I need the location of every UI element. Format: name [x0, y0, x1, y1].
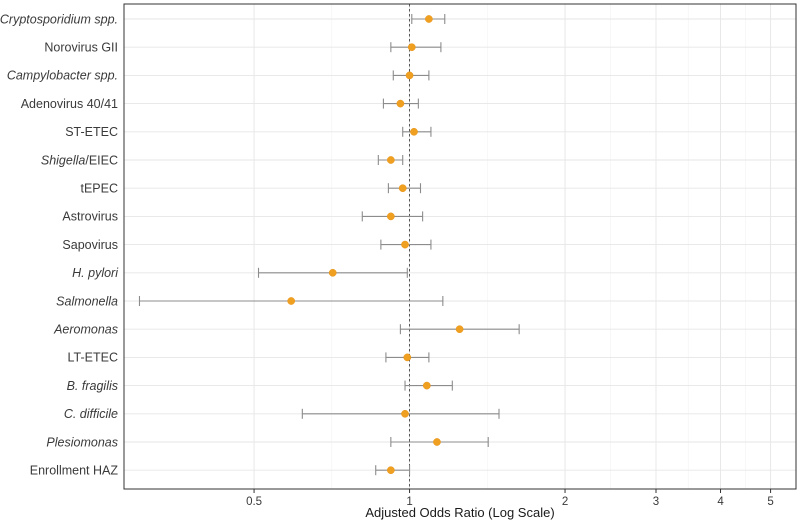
- category-label-plain: ST-ETEC: [65, 125, 118, 139]
- category-label-italic: H. pylori: [72, 266, 119, 280]
- point-estimate: [396, 99, 405, 108]
- category-label: Cryptosporidium spp.: [0, 12, 118, 26]
- point-estimate: [328, 268, 337, 277]
- category-label-italic: Salmonella: [56, 294, 118, 308]
- point-estimate: [287, 297, 296, 305]
- category-label: B. fragilis: [67, 379, 118, 393]
- category-label: H. pylori: [72, 266, 119, 280]
- category-label: Sapovirus: [62, 238, 118, 252]
- x-axis-ticks: 0.5 1 2 3 4 5: [246, 489, 774, 508]
- category-label: tEPEC: [80, 182, 118, 196]
- category-label-plain: Adenovirus 40/41: [21, 97, 118, 111]
- category-label: LT-ETEC: [68, 351, 118, 365]
- x-tick-label: 0.5: [246, 496, 262, 508]
- category-label-italic: C. difficile: [64, 407, 118, 421]
- point-estimate: [407, 43, 416, 52]
- category-label-italic: B. fragilis: [67, 379, 118, 393]
- point-estimate: [405, 71, 414, 80]
- category-label-plain: LT-ETEC: [68, 351, 118, 365]
- category-label: ST-ETEC: [65, 125, 118, 139]
- category-label: Adenovirus 40/41: [21, 97, 118, 111]
- point-estimate: [386, 466, 395, 475]
- point-estimate: [401, 240, 409, 249]
- x-tick-label: 4: [717, 496, 724, 508]
- point-estimate: [386, 156, 395, 164]
- x-axis-title: Adjusted Odds Ratio (Log Scale): [365, 505, 554, 520]
- category-label: Enrollment HAZ: [30, 464, 119, 478]
- category-label-italic: Plesiomonas: [46, 435, 118, 449]
- category-label: Aeromonas: [53, 323, 118, 337]
- point-estimates: [287, 15, 464, 475]
- point-estimate: [410, 127, 418, 136]
- category-label: Salmonella: [56, 294, 118, 308]
- gridlines: [124, 4, 796, 489]
- point-estimate: [455, 325, 464, 334]
- category-label-plain: Norovirus GII: [44, 41, 118, 55]
- category-label-plain: /EIEC: [85, 153, 118, 167]
- point-estimate: [403, 353, 412, 362]
- category-label: Campylobacter spp.: [7, 69, 118, 83]
- category-label-plain: Sapovirus: [62, 238, 118, 252]
- plot-panel-border: [123, 3, 797, 490]
- x-tick-label: 1: [406, 496, 412, 508]
- category-label-italic: Aeromonas: [53, 323, 118, 337]
- point-estimate: [422, 381, 431, 390]
- x-tick-label: 2: [562, 496, 568, 508]
- category-label-plain: tEPEC: [80, 182, 118, 196]
- point-estimate: [398, 184, 407, 193]
- category-label: Shigella/EIEC: [41, 153, 118, 167]
- point-estimate: [386, 212, 395, 221]
- category-label: Plesiomonas: [46, 435, 118, 449]
- category-label: Norovirus GII: [44, 41, 118, 55]
- category-label-italic: Shigella: [41, 153, 86, 167]
- category-label-italic: Cryptosporidium spp.: [0, 12, 118, 26]
- category-label-plain: Astrovirus: [62, 210, 118, 224]
- category-labels: Cryptosporidium spp. Norovirus GII Campylo…: [0, 12, 119, 477]
- category-label-plain: Enrollment HAZ: [30, 464, 119, 478]
- x-tick-label: 5: [767, 496, 773, 508]
- category-label: C. difficile: [64, 407, 118, 421]
- point-estimate: [433, 438, 441, 446]
- point-estimate: [401, 409, 409, 418]
- category-label-italic: Campylobacter spp.: [7, 69, 118, 83]
- point-estimate: [425, 15, 433, 23]
- category-label: Astrovirus: [62, 210, 118, 224]
- x-tick-label: 3: [653, 496, 659, 508]
